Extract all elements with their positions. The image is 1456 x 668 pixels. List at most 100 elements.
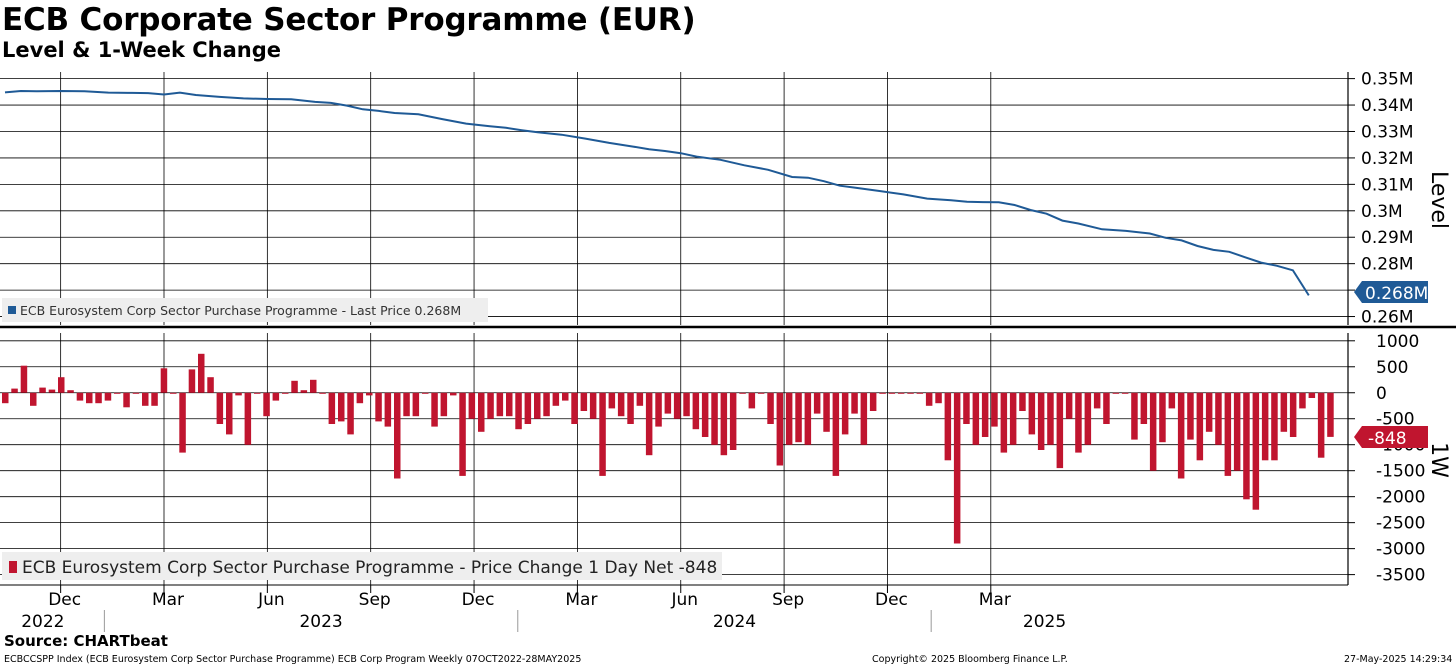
change-bar xyxy=(403,393,410,416)
change-bar xyxy=(637,393,644,406)
x-month-label: Sep xyxy=(359,590,391,610)
change-bar xyxy=(851,393,858,414)
change-bar xyxy=(590,393,597,419)
x-year-label: 2022 xyxy=(21,612,64,632)
level-panel-grid xyxy=(0,72,1348,325)
change-bar xyxy=(1271,393,1278,461)
change-bar xyxy=(571,393,578,424)
change-bar xyxy=(1215,393,1222,445)
level-tick-label: 0.29M xyxy=(1361,228,1414,248)
change-bar xyxy=(189,369,196,392)
change-bar xyxy=(506,393,513,416)
change-bar xyxy=(1169,393,1176,409)
footer-copyright: Copyright© 2025 Bloomberg Finance L.P. xyxy=(872,654,1068,665)
change-bar xyxy=(823,393,830,432)
x-axis-labels: Dec Mar Jun Sep Dec Mar Jun Sep Dec Mar2022 2023 20… xyxy=(21,590,1066,632)
x-month-label: Jun xyxy=(257,590,285,610)
change-bar xyxy=(926,393,933,406)
change-bar xyxy=(954,393,961,544)
change-bar xyxy=(1075,393,1082,453)
change-bar xyxy=(450,393,457,396)
change-bar xyxy=(1131,393,1138,440)
change-bar xyxy=(1001,393,1008,453)
change-bar xyxy=(133,393,140,394)
level-tick-label: 0.3M xyxy=(1361,202,1403,222)
change-bar xyxy=(151,393,158,406)
change-bar xyxy=(973,393,980,445)
x-year-label: 2025 xyxy=(1023,612,1066,632)
change-bar xyxy=(907,393,914,394)
change-bar xyxy=(422,393,429,394)
change-bar xyxy=(394,393,401,479)
change-tick-label: -2000 xyxy=(1376,488,1425,508)
change-bar xyxy=(366,393,373,396)
level-tick-label: 0.31M xyxy=(1361,175,1414,195)
x-month-label: Sep xyxy=(772,590,804,610)
change-bar xyxy=(777,393,784,466)
change-bar xyxy=(1047,393,1054,445)
change-bar xyxy=(49,390,56,393)
change-bar xyxy=(497,393,504,416)
change-bar xyxy=(945,393,952,461)
change-bar xyxy=(553,393,560,406)
change-bar xyxy=(1150,393,1157,471)
change-bar xyxy=(67,390,74,393)
level-legend-swatch xyxy=(8,306,16,314)
x-month-label: Jun xyxy=(670,590,698,610)
change-bar xyxy=(58,377,65,393)
change-bar xyxy=(198,354,205,393)
change-bar xyxy=(581,393,588,411)
change-bar xyxy=(935,393,942,403)
level-tick-label: 0.33M xyxy=(1361,122,1414,142)
change-bar xyxy=(758,393,765,394)
change-bar xyxy=(1141,393,1148,424)
level-tick-label: 0.26M xyxy=(1361,308,1414,328)
change-bar xyxy=(179,393,186,453)
change-bar xyxy=(347,393,354,435)
change-bar xyxy=(1299,393,1306,409)
level-axis-title: Level xyxy=(1426,171,1451,229)
change-tick-label: 1000 xyxy=(1376,332,1419,352)
x-year-label: 2023 xyxy=(299,612,342,632)
change-bar xyxy=(721,393,728,455)
change-bar xyxy=(95,393,102,403)
level-legend-text: ECB Eurosystem Corp Sector Purchase Prog… xyxy=(20,303,461,318)
change-bar xyxy=(627,393,634,424)
change-bar xyxy=(767,393,774,424)
change-bar xyxy=(1206,393,1213,432)
change-bar xyxy=(655,393,662,427)
change-bar xyxy=(39,388,46,393)
change-bar xyxy=(291,381,298,393)
change-bar xyxy=(842,393,849,435)
change-bar xyxy=(795,393,802,442)
change-bar xyxy=(431,393,438,427)
level-tick-label: 0.28M xyxy=(1361,255,1414,275)
level-tick-label: 0.35M xyxy=(1361,70,1414,90)
change-tick-label: 0 xyxy=(1376,384,1387,404)
change-bar xyxy=(534,393,541,419)
footer-index-description: ECBCCSPP Index (ECB Eurosystem Corp Sect… xyxy=(4,654,581,665)
change-bar xyxy=(357,393,364,403)
change-bar xyxy=(235,393,242,396)
change-bar xyxy=(30,393,37,406)
change-bar xyxy=(879,393,886,394)
change-bar xyxy=(1225,393,1232,476)
change-bar xyxy=(1187,393,1194,440)
change-bar xyxy=(441,393,448,416)
change-bar xyxy=(1318,393,1325,458)
change-bar xyxy=(665,393,672,414)
change-bar xyxy=(861,393,868,445)
change-bar xyxy=(833,393,840,476)
change-axis-title: 1W xyxy=(1426,442,1451,478)
change-bar xyxy=(562,393,569,401)
source-note: Source: CHARTbeat xyxy=(4,632,168,650)
change-bar xyxy=(1029,393,1036,435)
change-bar xyxy=(301,390,308,393)
change-bar xyxy=(599,393,606,476)
change-bar xyxy=(1327,393,1334,437)
change-bar xyxy=(1159,393,1166,442)
change-bar xyxy=(2,393,9,403)
change-bar xyxy=(739,393,746,394)
change-bar xyxy=(282,393,289,394)
change-bar xyxy=(1103,393,1110,424)
